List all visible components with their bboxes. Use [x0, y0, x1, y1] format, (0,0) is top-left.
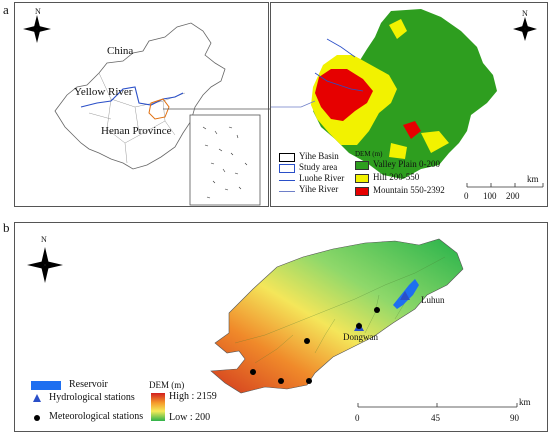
scale-b-tick-1: 45 [431, 413, 440, 423]
north-label-a: N [35, 7, 41, 16]
yihe-basin-shape [210, 238, 464, 394]
legend-reservoir-label: Reservoir [69, 379, 108, 390]
henan-dem-frame: N Yihe Basin Study area Luohe River Yihe… [270, 2, 548, 207]
scale-a-tick-2: 200 [506, 191, 520, 201]
scale-bar-b [357, 403, 518, 408]
compass-b [27, 247, 63, 283]
legend-hydro-label: Hydrological stations [49, 392, 135, 403]
china-outline [54, 22, 226, 170]
label-yellow-river: Yellow River [74, 86, 133, 98]
north-label-b: N [41, 235, 47, 244]
yihe-dem-frame: N Luhun Dongwan Reservoir Hydrological s… [14, 222, 548, 432]
south-sea-inset [189, 114, 261, 206]
panel-b-letter: b [3, 220, 10, 235]
compass-a-right [513, 17, 537, 41]
scale-a-tick-1: 100 [483, 191, 497, 201]
legend-met-label: Meteorological stations [49, 411, 144, 422]
met-station [250, 369, 256, 375]
yellow-river-line [80, 86, 184, 108]
china-map [23, 15, 270, 206]
compass-a [23, 15, 51, 43]
north-label-a-right: N [522, 9, 528, 18]
dem-low-label: Low : 200 [169, 412, 211, 423]
station-label-luhun: Luhun [421, 295, 445, 305]
china-map-frame: China Yellow River Henan Province N [14, 2, 270, 207]
dem-high-label: High : 2159 [169, 391, 217, 402]
station-label-dongwan: Dongwan [343, 332, 378, 342]
met-station [306, 378, 312, 384]
legend-hydro-symbol [33, 394, 41, 402]
dem-title-b: DEM (m) [149, 380, 185, 390]
legend-met-symbol [34, 415, 40, 421]
hydro-station-luhun [400, 291, 410, 300]
scale-b-tick-2: 90 [510, 413, 519, 423]
henan-dem-map [271, 9, 544, 188]
panel-a-letter: a [3, 2, 9, 17]
label-china: China [107, 45, 134, 57]
met-station [304, 338, 310, 344]
scale-b-unit: km [519, 397, 531, 407]
dem-legend-ramp [151, 393, 165, 421]
scale-a-unit: km [527, 174, 539, 184]
dem-title-a: DEM (m) [355, 150, 383, 158]
met-station [356, 323, 362, 329]
scale-a-tick-0: 0 [464, 191, 469, 201]
yihe-dem-map [27, 238, 518, 421]
legend-reservoir-swatch [31, 381, 61, 390]
met-station [374, 307, 380, 313]
scale-bar-a [466, 183, 544, 188]
scale-b-tick-0: 0 [355, 413, 360, 423]
label-henan: Henan Province [101, 125, 172, 137]
met-station [278, 378, 284, 384]
henan-province-shape [148, 98, 170, 120]
